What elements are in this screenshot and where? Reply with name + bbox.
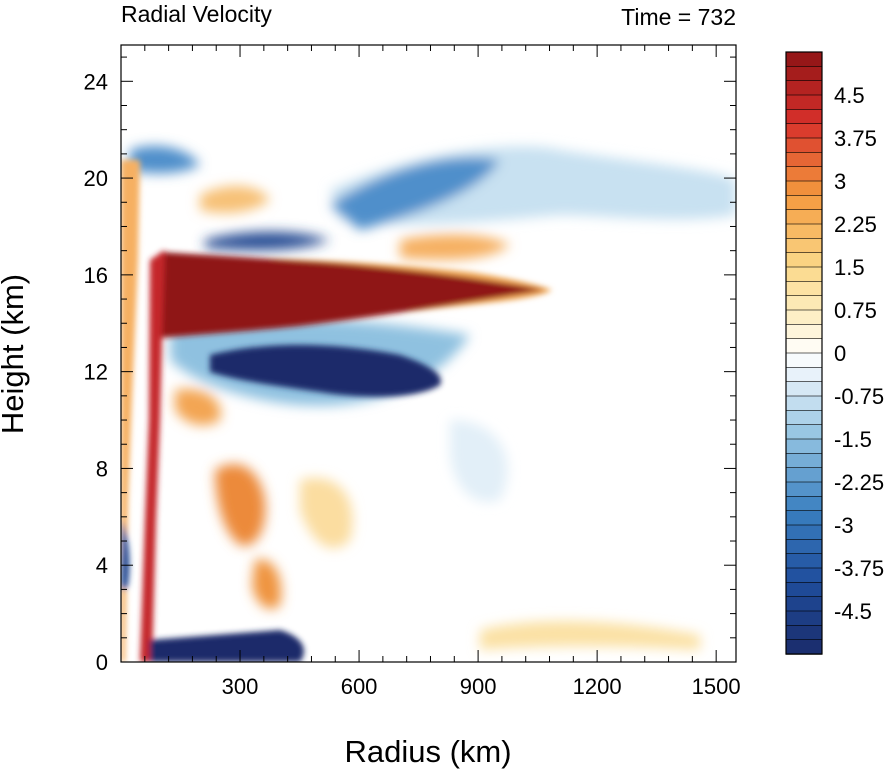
y-axis-label: Height (km) — [0, 274, 30, 434]
y-tick-label: 12 — [84, 360, 108, 385]
colorbar-swatch — [785, 367, 823, 383]
colorbar-label: -0.75 — [834, 384, 884, 409]
mid-yellow-patch — [300, 478, 353, 549]
colorbar — [785, 51, 823, 655]
colorbar-swatch — [785, 481, 823, 498]
colorbar-swatch — [785, 66, 823, 82]
mid-blue-patch — [450, 420, 508, 502]
colorbar-swatch — [785, 496, 823, 512]
heatmap-field — [121, 145, 736, 662]
boundary-inflow-core — [150, 630, 304, 662]
inner-core-inflow — [121, 520, 130, 591]
colorbar-frame — [785, 51, 823, 655]
colorbar-swatch — [785, 195, 823, 211]
colorbar-swatch — [785, 424, 823, 440]
colorbar-swatch — [785, 639, 823, 655]
y-tick-label: 8 — [96, 456, 108, 481]
colorbar-swatch — [785, 252, 823, 268]
surface-outflow-patch — [480, 620, 700, 650]
colorbar-label: 2.25 — [834, 212, 877, 237]
x-tick-label: 600 — [341, 674, 378, 699]
x-tick-label: 1200 — [573, 674, 622, 699]
colorbar-swatch — [785, 410, 823, 426]
colorbar-label: 0 — [834, 341, 846, 366]
low-outflow-blob — [252, 559, 282, 609]
colorbar-swatch — [785, 467, 823, 483]
colorbar-swatch — [785, 109, 823, 125]
colorbar-swatch — [785, 180, 823, 197]
colorbar-swatch — [785, 510, 823, 526]
colorbar-swatch — [785, 94, 823, 111]
x-tick-label: 900 — [460, 674, 497, 699]
colorbar-swatch — [785, 352, 823, 369]
colorbar-swatch — [785, 395, 823, 412]
colorbar-label: -4.5 — [834, 599, 872, 624]
outflow-jet-core — [160, 252, 545, 338]
colorbar-swatch — [785, 381, 823, 397]
y-tick-labels: 0 4 8 12 16 20 24 — [84, 69, 108, 675]
x-tick-labels: 300 600 900 1200 1500 — [222, 674, 741, 699]
colorbar-swatch — [785, 453, 823, 469]
colorbar-label: -1.5 — [834, 427, 872, 452]
colorbar-swatch — [785, 238, 823, 254]
colorbar-swatch — [785, 51, 823, 68]
colorbar-label: 3.75 — [834, 126, 877, 151]
colorbar-swatch — [785, 166, 823, 182]
colorbar-swatch — [785, 309, 823, 326]
eyewall-outflow-core — [140, 250, 165, 662]
colorbar-label: 0.75 — [834, 298, 877, 323]
colorbar-label: 1.5 — [834, 255, 865, 280]
colorbar-swatch — [785, 295, 823, 311]
y-tick-label: 0 — [96, 650, 108, 675]
colorbar-swatch — [785, 582, 823, 598]
colorbar-label: -2.25 — [834, 470, 884, 495]
colorbar-swatch — [785, 281, 823, 297]
heatmap-sharp-layer — [121, 160, 552, 662]
x-tick-label: 300 — [222, 674, 259, 699]
colorbar-swatch — [785, 539, 823, 555]
colorbar-swatch — [785, 338, 823, 354]
time-label: Time = 732 — [621, 4, 736, 30]
inflow-band-core — [210, 344, 441, 397]
jet-top-orange — [400, 234, 510, 260]
colorbar-swatch — [785, 123, 823, 139]
eyewall-side-outflow — [175, 389, 221, 426]
colorbar-swatch — [785, 80, 823, 96]
colorbar-swatch — [785, 625, 823, 641]
colorbar-swatch — [785, 524, 823, 541]
colorbar-swatch — [785, 137, 823, 154]
colorbar-swatch — [785, 209, 823, 225]
plot-frame — [120, 44, 737, 663]
y-tick-label: 20 — [84, 166, 108, 191]
upper-left-outflow — [200, 185, 270, 213]
colorbar-swatch — [785, 553, 823, 569]
y-tick-label: 24 — [84, 69, 108, 94]
colorbar-swatch — [785, 567, 823, 584]
colorbar-label: -3.75 — [834, 556, 884, 581]
upper-inflow-core — [330, 157, 500, 230]
upper-left-inflow — [130, 145, 200, 174]
colorbar-label: -3 — [834, 513, 854, 538]
colorbar-swatch — [785, 266, 823, 283]
x-axis-label: Radius (km) — [344, 734, 511, 769]
y-tick-label: 16 — [84, 263, 108, 288]
colorbar-swatch — [785, 152, 823, 168]
y-tick-label: 4 — [96, 553, 108, 578]
colorbar-label: 4.5 — [834, 83, 865, 108]
axis-ticks — [120, 45, 736, 663]
chart-title: Radial Velocity — [121, 1, 272, 27]
colorbar-swatch — [785, 324, 823, 340]
colorbar-label: 3 — [834, 169, 846, 194]
colorbar-labels: 4.5 3.75 3 2.25 1.5 0.75 0 -0.75 -1.5 -2.25 -3 -3.7… — [834, 83, 884, 624]
upper-inflow-strip — [205, 231, 330, 251]
mid-outflow-blob — [215, 464, 266, 546]
colorbar-swatch — [785, 223, 823, 240]
colorbar-swatch — [785, 610, 823, 627]
colorbar-swatch — [785, 438, 823, 455]
x-tick-label: 1500 — [692, 674, 741, 699]
colorbar-swatch — [785, 596, 823, 612]
